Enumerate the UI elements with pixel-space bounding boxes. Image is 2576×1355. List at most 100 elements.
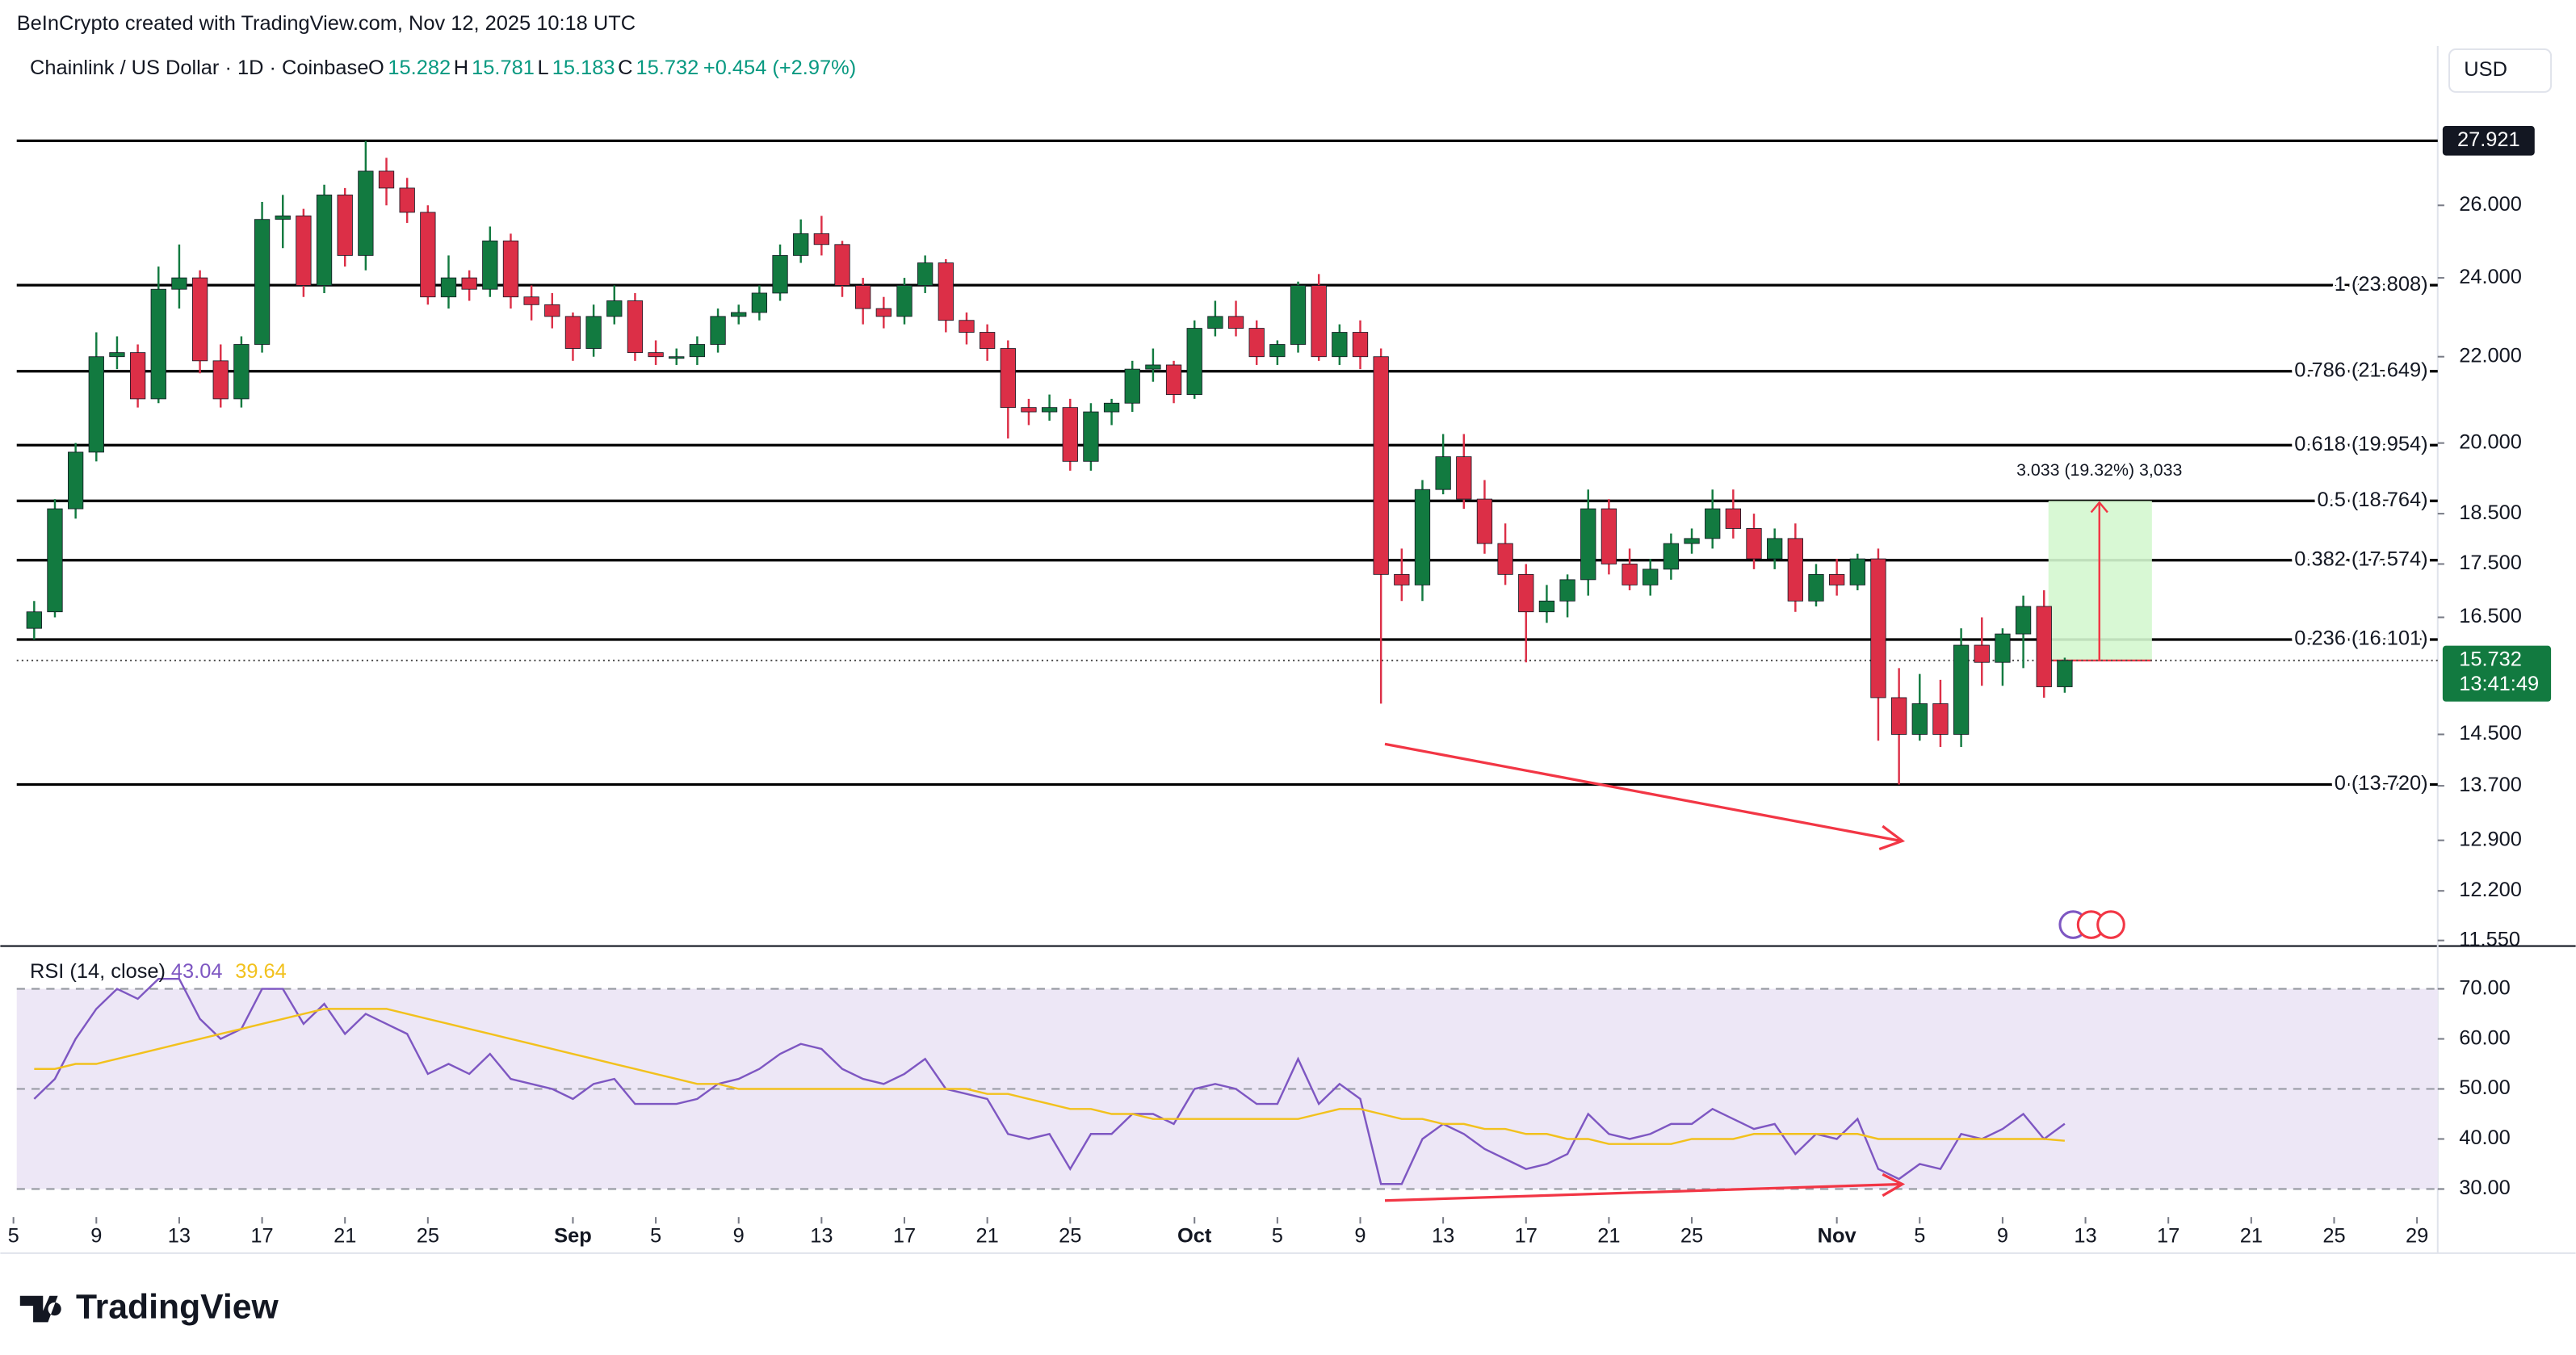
candle-body — [275, 215, 291, 220]
candle-body — [296, 215, 312, 286]
x-tick-label: 21 — [975, 1224, 998, 1247]
candle-body — [544, 304, 560, 317]
x-tick-label: 17 — [893, 1224, 916, 1247]
measure-arrow-head — [2090, 501, 2108, 514]
x-tick-label: 21 — [334, 1224, 356, 1247]
candle-body — [1269, 344, 1286, 358]
measure-label: 3.033 (19.32%) 3,033 — [2016, 460, 2182, 480]
candle-body — [1414, 489, 1431, 585]
x-tick-label: 25 — [1059, 1224, 1081, 1247]
x-tick-label: Nov — [1818, 1224, 1857, 1247]
candle-body — [1021, 407, 1037, 413]
candle-body — [627, 300, 644, 354]
y-tick-label: 17.500 — [2459, 552, 2522, 574]
candle-body — [358, 170, 374, 256]
ohlc-key: C — [618, 57, 632, 79]
x-tick-label: 9 — [1354, 1224, 1366, 1247]
candle-body — [171, 277, 187, 290]
candle-body — [834, 244, 850, 286]
candle-body — [1041, 407, 1058, 413]
candle-body — [1829, 573, 1845, 585]
candle-body — [378, 170, 395, 189]
candle-body — [1663, 543, 1680, 570]
candle-body — [482, 240, 498, 290]
change-label: +0.454 (+2.97%) — [703, 57, 856, 79]
currency-button-box[interactable] — [2448, 48, 2553, 93]
candle-body — [88, 356, 104, 453]
candle-body — [1953, 644, 1970, 735]
x-tick-label: 25 — [2322, 1224, 2345, 1247]
candle-body — [1538, 600, 1555, 613]
candle-body — [1145, 364, 1161, 370]
candle-body — [564, 316, 581, 349]
candle-body — [1995, 633, 2011, 663]
candle-body — [1103, 402, 1120, 413]
rsi-title: RSI (14, close) — [30, 960, 166, 983]
candle-body — [1435, 456, 1451, 490]
y-tick-label: 12.200 — [2459, 879, 2522, 901]
y-tick-label: 30.00 — [2459, 1177, 2511, 1199]
price-divergence-line — [1384, 742, 1901, 842]
candle-body — [1580, 508, 1596, 581]
candle-body — [2057, 660, 2073, 687]
ohlc-value: 15.732 — [636, 57, 699, 79]
currency-button[interactable]: USD — [2448, 48, 2553, 93]
fib-label: 1 (23.808) — [2335, 273, 2428, 296]
candle-body — [689, 344, 706, 358]
x-tick-label: 13 — [1432, 1224, 1454, 1247]
candle-body — [1684, 538, 1700, 544]
candle-body — [875, 308, 892, 317]
y-tick-label: 24.000 — [2459, 266, 2522, 288]
x-tick-label: Sep — [554, 1224, 592, 1247]
y-tick-label: 26.000 — [2459, 193, 2522, 216]
candle-body — [917, 262, 933, 286]
candle-body — [1746, 528, 1762, 560]
event-icons — [2058, 910, 2125, 939]
candle-body — [606, 300, 623, 317]
candle-body — [938, 262, 954, 321]
candle-body — [440, 277, 457, 298]
candle-body — [254, 219, 271, 345]
panes: 26.000 24.000 22.000 20.000 18.500 17.500 16.5… — [0, 45, 2576, 1254]
fib-label: 0 (13.720) — [2335, 772, 2428, 795]
candle-body — [1559, 579, 1575, 602]
candle-body — [67, 451, 84, 510]
rsi-line — [34, 1008, 2065, 1145]
logo-mark — [19, 1295, 61, 1323]
ohlc-value: 15.183 — [552, 57, 615, 79]
rsi-value: 43.04 — [171, 960, 223, 983]
x-tick-label: 25 — [417, 1224, 439, 1247]
candle-body — [212, 360, 229, 400]
candle-body — [1207, 316, 1223, 329]
fib-label: 0.5 (18.764) — [2318, 489, 2428, 511]
candle-body — [337, 195, 353, 256]
x-tick-label: 25 — [1680, 1224, 1703, 1247]
y-tick-label: 22.000 — [2459, 344, 2522, 367]
candle-body — [1767, 538, 1783, 560]
candle-body — [1227, 316, 1244, 329]
x-tick-label: 5 — [1914, 1224, 1925, 1247]
candle-body — [2036, 606, 2052, 687]
candle-body — [1601, 508, 1617, 564]
candle-body — [855, 285, 871, 309]
candle-body — [1332, 332, 1348, 358]
candle-body — [1787, 538, 1803, 602]
fib-label: 0.786 (21.649) — [2294, 359, 2427, 381]
candle-body — [191, 277, 208, 362]
candle-body — [1352, 332, 1369, 358]
event-icon — [2096, 910, 2125, 939]
y-tick-label: 70.00 — [2459, 976, 2511, 999]
y-tick-label: 11.550 — [2459, 928, 2520, 950]
candle-body — [585, 316, 602, 349]
candle-body — [772, 254, 788, 294]
currency-label[interactable]: USD — [2464, 58, 2507, 81]
y-tick-label: 50.00 — [2459, 1076, 2511, 1099]
candle-body — [1870, 558, 1886, 698]
candle-body — [1394, 573, 1410, 585]
y-tick-label: 13.700 — [2459, 774, 2522, 796]
x-tick-label: 9 — [90, 1224, 102, 1247]
candle-body — [1974, 644, 1990, 663]
candle-body — [1911, 703, 1928, 735]
